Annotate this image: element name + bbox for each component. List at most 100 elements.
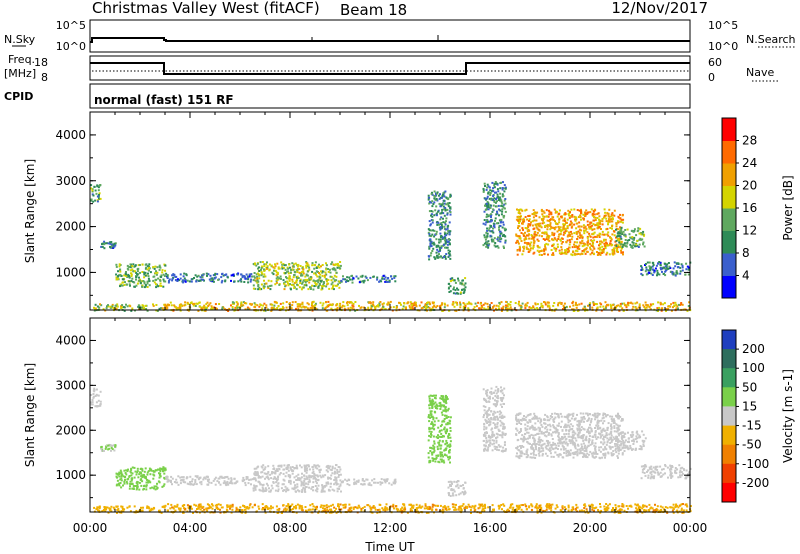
- echo-cell: [600, 309, 603, 312]
- echo-cell: [146, 286, 149, 288]
- echo-cell: [286, 280, 289, 283]
- echo-cell: [110, 245, 113, 248]
- echo-cell: [95, 393, 98, 396]
- echo-cell: [209, 302, 212, 305]
- echo-cell: [589, 235, 592, 238]
- echo-cell: [105, 307, 108, 310]
- echo-cell: [298, 286, 301, 289]
- echo-cell: [500, 181, 502, 184]
- echo-cell: [324, 509, 327, 512]
- echo-cell: [253, 485, 256, 488]
- echo-cell: [431, 215, 434, 218]
- echo-cell: [198, 511, 201, 514]
- echo-cell: [553, 232, 556, 235]
- echo-cell: [300, 505, 303, 508]
- echo-cell: [323, 274, 326, 277]
- echo-cell: [184, 301, 187, 304]
- echo-cell: [241, 509, 243, 511]
- echo-cell: [624, 239, 627, 241]
- echo-cell: [613, 249, 616, 252]
- echo-cell: [559, 233, 562, 236]
- echo-cell: [487, 208, 490, 211]
- echo-cell: [591, 224, 594, 227]
- echo-cell: [236, 273, 239, 276]
- echo-cell: [541, 218, 544, 221]
- echo-cell: [538, 246, 541, 249]
- echo-cell: [658, 273, 661, 276]
- echo-cell: [657, 301, 660, 304]
- echo-cell: [525, 247, 528, 250]
- echo-cell: [502, 223, 505, 226]
- echo-cell: [130, 468, 133, 471]
- echo-cell: [372, 505, 375, 507]
- echo-cell: [636, 503, 639, 506]
- echo-cell: [592, 236, 595, 239]
- echo-cell: [460, 507, 463, 510]
- echo-cell: [392, 505, 394, 508]
- echo-cell: [593, 239, 596, 242]
- echo-cell: [330, 275, 333, 278]
- echo-cell: [258, 286, 261, 289]
- echo-cell: [675, 503, 678, 506]
- echo-cell: [266, 261, 268, 264]
- echo-cell: [244, 308, 247, 311]
- echo-cell: [428, 200, 431, 203]
- echo-cell: [98, 507, 101, 509]
- echo-cell: [533, 241, 536, 244]
- echo-cell: [598, 244, 600, 247]
- echo-cell: [331, 281, 334, 284]
- echo-cell: [308, 268, 311, 271]
- echo-cell: [599, 240, 601, 243]
- echo-cell: [131, 277, 134, 280]
- echo-cell: [446, 202, 449, 205]
- echo-cell: [126, 470, 129, 473]
- echo-cell: [297, 303, 300, 306]
- echo-cell: [176, 503, 179, 506]
- echo-cell: [617, 231, 620, 234]
- echo-cell: [427, 508, 430, 510]
- echo-cell: [351, 304, 354, 307]
- echo-cell: [460, 509, 463, 512]
- echo-cell: [584, 213, 587, 216]
- echo-cell: [118, 263, 121, 266]
- echo-cell: [123, 469, 126, 472]
- echo-cell: [333, 472, 336, 475]
- echo-cell: [382, 305, 385, 308]
- echo-cell: [607, 220, 610, 222]
- echo-cell: [278, 507, 281, 510]
- echo-cell: [257, 476, 260, 479]
- echo-cell: [299, 279, 302, 282]
- echo-cell: [494, 201, 497, 204]
- echo-cell: [658, 306, 660, 309]
- echo-cell: [652, 264, 655, 266]
- echo-cell: [433, 201, 436, 204]
- echo-cell: [295, 475, 298, 478]
- echo-cell: [518, 304, 521, 307]
- echo-cell: [448, 253, 451, 256]
- echo-cell: [526, 243, 529, 246]
- echo-cell: [427, 306, 430, 308]
- echo-cell: [489, 230, 492, 233]
- echo-cell: [532, 237, 535, 240]
- echo-cell: [493, 182, 496, 185]
- echo-cell: [205, 272, 208, 275]
- echo-cell: [429, 238, 432, 241]
- echo-cell: [160, 285, 163, 287]
- echo-cell: [150, 469, 153, 472]
- echo-cell: [531, 505, 534, 508]
- echo-cell: [396, 510, 399, 513]
- echo-cell: [561, 507, 564, 510]
- echo-cell: [185, 273, 188, 276]
- echo-cell: [293, 287, 296, 289]
- echo-cell: [623, 302, 626, 305]
- echo-cell: [360, 509, 363, 512]
- echo-cell: [604, 508, 607, 510]
- echo-cell: [518, 245, 521, 248]
- echo-cell: [382, 274, 385, 277]
- echo-cell: [183, 277, 186, 280]
- echo-cell: [97, 394, 100, 397]
- echo-cell: [532, 239, 535, 242]
- echo-cell: [516, 253, 519, 256]
- echo-cell: [513, 509, 516, 512]
- echo-cell: [250, 278, 253, 281]
